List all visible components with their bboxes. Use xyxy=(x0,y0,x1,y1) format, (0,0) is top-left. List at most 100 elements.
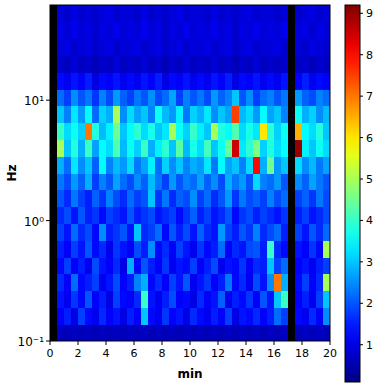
no-data xyxy=(50,22,58,39)
cell xyxy=(78,240,86,257)
cell xyxy=(134,307,142,324)
cell xyxy=(239,123,247,140)
cell xyxy=(281,307,289,324)
cell xyxy=(127,240,135,257)
cell xyxy=(267,123,275,140)
cell xyxy=(106,257,114,274)
cell xyxy=(99,223,107,240)
cell xyxy=(99,173,107,190)
cell xyxy=(183,190,191,207)
no-data xyxy=(288,55,296,72)
cell xyxy=(274,324,282,341)
cell xyxy=(141,291,149,308)
cell xyxy=(295,324,303,341)
cell xyxy=(64,106,72,123)
no-data xyxy=(50,274,58,291)
cell xyxy=(113,106,121,123)
cell xyxy=(85,324,93,341)
y-tick xyxy=(46,220,50,221)
cell xyxy=(127,207,135,224)
cell xyxy=(78,123,86,140)
cell xyxy=(218,207,226,224)
cell xyxy=(176,89,184,106)
cell xyxy=(309,156,317,173)
no-data xyxy=(288,139,296,156)
cell xyxy=(78,156,86,173)
cell xyxy=(134,223,142,240)
no-data xyxy=(50,39,58,56)
cell xyxy=(225,106,233,123)
cell xyxy=(190,123,198,140)
cell xyxy=(127,106,135,123)
cell xyxy=(162,207,170,224)
x-tick-label: 10 xyxy=(183,347,197,360)
cell xyxy=(148,257,156,274)
cell xyxy=(120,123,128,140)
cell xyxy=(260,274,268,291)
cell xyxy=(155,5,163,22)
cell xyxy=(281,139,289,156)
cell xyxy=(113,89,121,106)
cell xyxy=(141,55,149,72)
cell xyxy=(64,223,72,240)
x-tick xyxy=(162,341,163,345)
cell xyxy=(316,72,324,89)
cell xyxy=(106,207,114,224)
cell xyxy=(260,324,268,341)
x-tick-label: 14 xyxy=(239,347,253,360)
cell xyxy=(71,324,79,341)
cell xyxy=(120,257,128,274)
cell xyxy=(99,5,107,22)
cell xyxy=(232,89,240,106)
cell xyxy=(190,257,198,274)
cell xyxy=(309,240,317,257)
cell xyxy=(148,39,156,56)
no-data xyxy=(288,5,296,22)
cell xyxy=(99,240,107,257)
cell xyxy=(302,55,310,72)
cell xyxy=(190,139,198,156)
colorbar-tick-label: 5 xyxy=(366,173,373,186)
cell xyxy=(239,72,247,89)
cell xyxy=(197,123,205,140)
cell xyxy=(141,190,149,207)
cell xyxy=(176,72,184,89)
cell xyxy=(190,307,198,324)
cell xyxy=(169,139,177,156)
cell xyxy=(99,106,107,123)
cell xyxy=(239,223,247,240)
cell xyxy=(162,190,170,207)
no-data xyxy=(50,223,58,240)
cell xyxy=(57,274,65,291)
cell xyxy=(120,190,128,207)
cell xyxy=(274,39,282,56)
cell xyxy=(155,89,163,106)
cell xyxy=(148,123,156,140)
cell xyxy=(99,207,107,224)
cell xyxy=(141,257,149,274)
cell xyxy=(162,240,170,257)
no-data xyxy=(288,156,296,173)
cell xyxy=(246,291,254,308)
cell xyxy=(85,89,93,106)
cell xyxy=(274,106,282,123)
cell xyxy=(260,240,268,257)
cell xyxy=(197,5,205,22)
cell xyxy=(274,173,282,190)
cell xyxy=(57,55,65,72)
cell xyxy=(92,22,100,39)
colorbar-tick xyxy=(360,137,363,138)
cell xyxy=(211,223,219,240)
cell xyxy=(127,223,135,240)
cell xyxy=(309,106,317,123)
cell xyxy=(218,123,226,140)
cell xyxy=(218,139,226,156)
cell xyxy=(190,156,198,173)
no-data xyxy=(50,291,58,308)
x-tick-label: 12 xyxy=(211,347,225,360)
cell xyxy=(309,139,317,156)
cell xyxy=(148,156,156,173)
cell xyxy=(239,106,247,123)
cell xyxy=(176,291,184,308)
cell xyxy=(92,139,100,156)
